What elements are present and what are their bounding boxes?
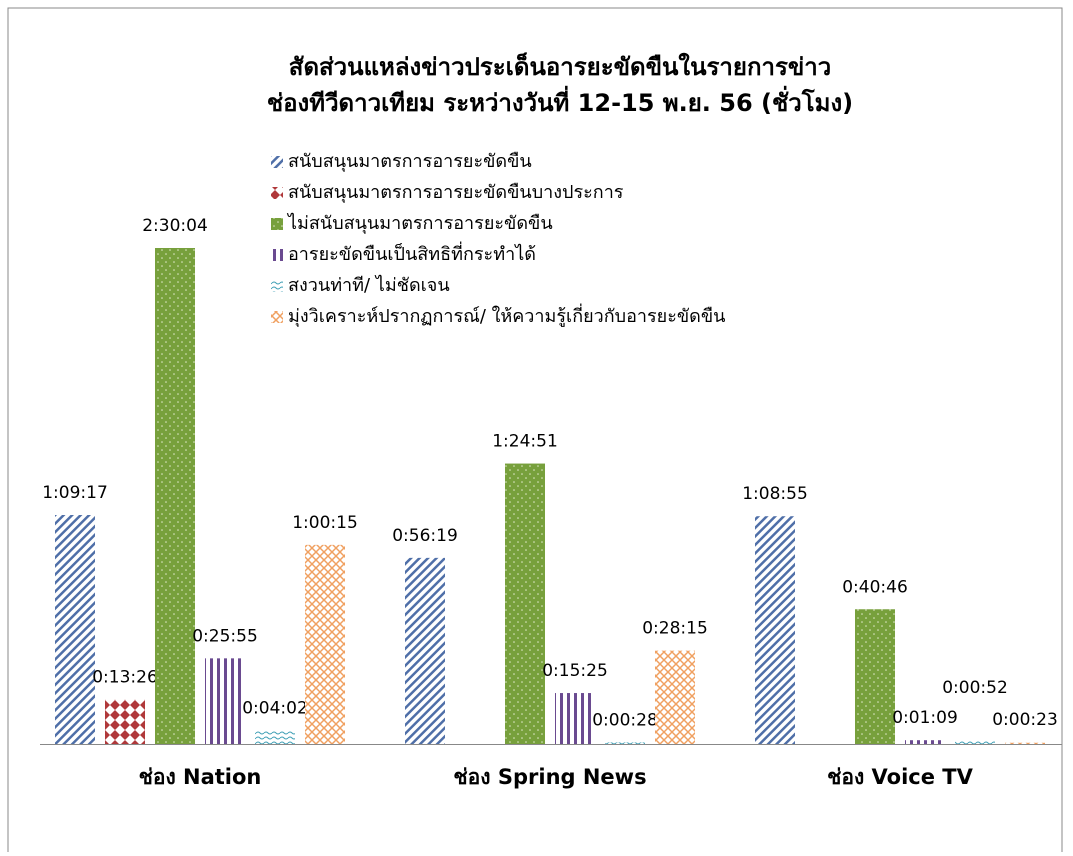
bar bbox=[205, 658, 245, 744]
legend-swatch bbox=[271, 156, 283, 168]
chart-title: ช่องทีวีดาวเทียม ระหว่างวันที่ 12-15 พ.ย… bbox=[267, 85, 853, 117]
data-label: 0:25:55 bbox=[192, 626, 258, 646]
legend-label: สงวนท่าที/ ไม่ชัดเจน bbox=[288, 274, 450, 296]
bar bbox=[555, 693, 595, 744]
data-label: 0:00:23 bbox=[992, 710, 1058, 730]
data-label: 1:24:51 bbox=[492, 432, 558, 452]
bar bbox=[505, 463, 545, 744]
bar bbox=[955, 741, 995, 744]
bar bbox=[855, 609, 895, 744]
bar bbox=[105, 699, 145, 744]
data-label: 0:40:46 bbox=[842, 577, 908, 597]
chart-border bbox=[7, 7, 1063, 856]
data-label: 0:28:15 bbox=[642, 619, 708, 639]
legend-label: อารยะขัดขืนเป็นสิทธิที่กระทำได้ bbox=[288, 241, 536, 265]
bar bbox=[905, 740, 945, 744]
data-label: 0:56:19 bbox=[392, 526, 458, 546]
legend-swatch bbox=[271, 218, 283, 230]
bar bbox=[305, 544, 345, 744]
data-label: 1:00:15 bbox=[292, 513, 358, 533]
data-label: 0:01:09 bbox=[892, 708, 958, 728]
data-label: 0:13:26 bbox=[92, 668, 158, 688]
data-label: 1:08:55 bbox=[742, 484, 808, 504]
legend-swatch bbox=[271, 280, 283, 292]
legend-label: สนับสนุนมาตรการอารยะขัดขืนบางประการ bbox=[288, 182, 624, 203]
bar bbox=[1005, 742, 1045, 744]
bar bbox=[755, 516, 795, 744]
data-label: 1:09:17 bbox=[42, 483, 108, 503]
bar bbox=[405, 557, 445, 744]
bar bbox=[255, 730, 295, 744]
chart-title: สัดส่วนแหล่งข่าวประเด็นอารยะขัดขืนในรายก… bbox=[289, 52, 831, 81]
x-tick-label: ช่อง Voice TV bbox=[827, 765, 973, 789]
legend-label: ไม่สนับสนุนมาตรการอารยะขัดขืน bbox=[286, 212, 553, 234]
bar bbox=[155, 248, 195, 744]
data-label: 0:00:28 bbox=[592, 710, 658, 730]
data-label: 0:04:02 bbox=[242, 699, 308, 719]
legend-label: สนับสนุนมาตรการอารยะขัดขืน bbox=[288, 151, 532, 172]
bar bbox=[605, 742, 645, 744]
data-label: 0:15:25 bbox=[542, 661, 608, 681]
data-label: 0:00:52 bbox=[942, 678, 1008, 698]
legend-swatch bbox=[271, 311, 283, 323]
data-label: 2:30:04 bbox=[142, 216, 208, 236]
legend-label: มุ่งวิเคราะห์ปรากฏการณ์/ ให้ความรู้เกี่ย… bbox=[288, 303, 725, 327]
bar bbox=[655, 650, 695, 744]
bar bbox=[55, 515, 95, 744]
legend-swatch bbox=[271, 187, 283, 199]
x-tick-label: ช่อง Spring News bbox=[453, 765, 646, 789]
legend-swatch bbox=[271, 249, 283, 261]
x-tick-label: ช่อง Nation bbox=[139, 765, 262, 789]
